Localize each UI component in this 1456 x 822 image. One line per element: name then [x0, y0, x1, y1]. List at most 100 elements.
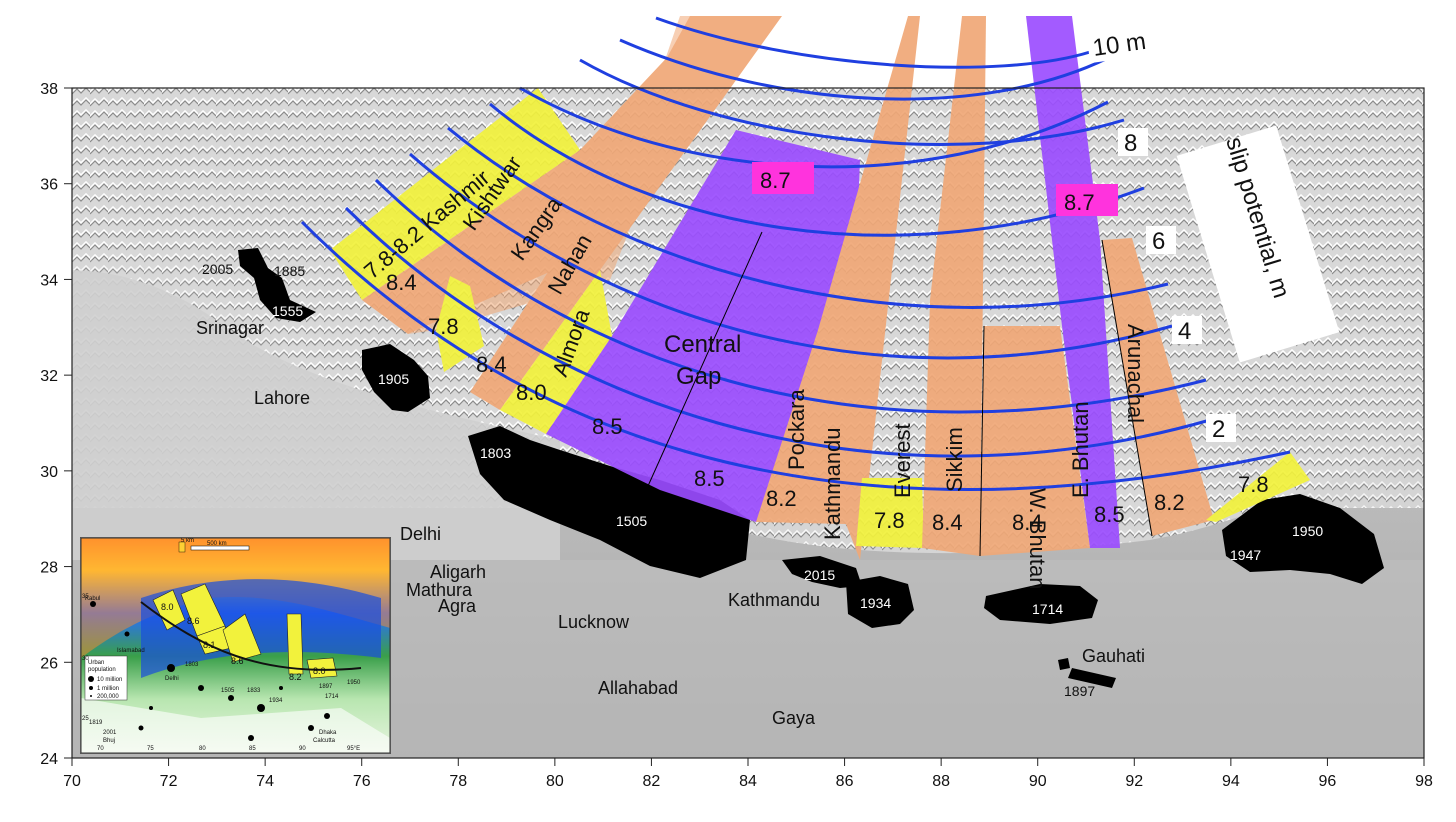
mag-80: 8.0 [516, 380, 547, 405]
svg-text:population: population [88, 667, 116, 673]
y-tick-label: 30 [40, 464, 58, 481]
city-aligarh: Aligarh [430, 562, 486, 582]
contour-label-8: 8 [1124, 130, 1137, 157]
label-everest: Everest [890, 423, 915, 498]
ruptures [238, 248, 1384, 688]
eq-1885: 1885 [274, 263, 305, 279]
city-gaya: Gaya [772, 708, 816, 728]
x-tick-label: 74 [256, 773, 274, 790]
inset-legend-10m: 10 million [97, 677, 122, 683]
svg-text:1934: 1934 [269, 698, 283, 704]
mag-87-central: 8.7 [760, 168, 791, 193]
inset-legend-200k: 200,000 [97, 694, 119, 700]
inset-scale-label: 500 km [207, 541, 227, 547]
inset-dates: 1803 1505 1833 1934 1897 1950 1714 1819 … [89, 662, 361, 736]
x-axis-ticks: 70 72 74 76 78 80 82 84 86 88 90 92 94 96 98 [63, 758, 1433, 790]
mag-85c: 8.5 [1094, 502, 1125, 527]
y-tick-label: 36 [40, 177, 58, 194]
label-arunachal: Arunachal [1123, 324, 1148, 423]
x-tick-label: 82 [643, 773, 661, 790]
city-lahore: Lahore [254, 388, 310, 408]
label-pockara: Pockara [784, 389, 809, 470]
inset-city-delhi: Delhi [165, 676, 179, 682]
mag-78b: 7.8 [874, 508, 905, 533]
label-w-bhutan: W. Bhutan [1025, 488, 1050, 590]
inset-city-dhaka: Dhaka [319, 730, 337, 736]
inset-scale: 500 km 5 km [178, 538, 250, 553]
mag-82b: 8.2 [1154, 490, 1185, 515]
y-tick-label: 32 [40, 368, 58, 385]
label-kathmandu-seg: Kathmandu [820, 427, 845, 540]
inset-legend-title: Urban [88, 660, 104, 666]
svg-text:35: 35 [82, 594, 89, 600]
mag-84c: 8.4 [932, 510, 963, 535]
mag-kashmir-84: 8.4 [386, 270, 417, 295]
svg-text:1897: 1897 [319, 684, 333, 690]
y-tick-label: 38 [40, 81, 58, 98]
x-tick-label: 86 [836, 773, 854, 790]
eq-1905: 1905 [378, 371, 409, 387]
svg-text:1803: 1803 [185, 662, 199, 668]
inset-y-ticks: 35 30 25 [82, 594, 89, 722]
mag-78a: 7.8 [428, 314, 459, 339]
x-tick-label: 70 [63, 773, 81, 790]
inset-mag-86b: 8.6 [231, 656, 244, 666]
inset-legend-1m: 1 million [97, 686, 119, 692]
inset-city-bhuj: Bhuj [103, 738, 115, 744]
x-tick-label: 90 [1029, 773, 1047, 790]
contour-label-2: 2 [1212, 416, 1225, 443]
svg-text:90: 90 [299, 746, 306, 752]
inset-city-islamabad: Islamabad [117, 648, 145, 654]
x-tick-label: 94 [1222, 773, 1240, 790]
eq-1555: 1555 [272, 303, 303, 319]
y-tick-label: 28 [40, 560, 58, 577]
earthquake-years: 2005 1885 1555 1905 1803 1505 2015 1934 … [202, 261, 1323, 699]
mag-78c: 7.8 [1238, 472, 1269, 497]
svg-text:80: 80 [199, 746, 206, 752]
axes: 70 72 74 76 78 80 82 84 86 88 90 92 94 96 98 383634323… [40, 81, 1433, 790]
inset-city-kabul: Kabul [85, 596, 100, 602]
svg-text:30: 30 [82, 656, 89, 662]
eq-1803: 1803 [480, 445, 511, 461]
mag-87-east: 8.7 [1064, 190, 1095, 215]
city-allahabad: Allahabad [598, 678, 678, 698]
x-tick-label: 78 [449, 773, 467, 790]
inset-city-calcutta: Calcutta [313, 738, 336, 744]
svg-text:1950: 1950 [347, 680, 361, 686]
svg-text:85: 85 [249, 746, 256, 752]
inset-mag-86a: 8.6 [187, 616, 200, 626]
x-tick-label: 84 [739, 773, 757, 790]
city-srinagar: Srinagar [196, 318, 264, 338]
division-lines [647, 231, 1153, 557]
cities: Srinagar Lahore Delhi Aligarh Mathura Ag… [196, 318, 1145, 728]
mag-85a: 8.5 [592, 414, 623, 439]
y-tick-label: 24 [40, 751, 58, 768]
x-tick-label: 96 [1319, 773, 1337, 790]
x-tick-label: 92 [1125, 773, 1143, 790]
label-central-gap-2: Gap [676, 363, 721, 390]
eq-1897: 1897 [1064, 683, 1095, 699]
inset-colorbar-label: 5 km [181, 538, 194, 544]
inset-legend: Urban population 10 million 1 million 20… [84, 655, 128, 701]
svg-text:1833: 1833 [247, 688, 261, 694]
svg-text:1714: 1714 [325, 694, 339, 700]
inset-map: 8.0 8.6 8.1 8.6 8.2 8.0 Kabul Islamabad … [80, 537, 391, 754]
mag-84b: 8.4 [476, 352, 507, 377]
y-axis-ticks: 38 36 34 32 30 28 26 24 [40, 81, 72, 768]
city-lucknow: Lucknow [558, 612, 630, 632]
inset-mag-81: 8.1 [203, 640, 216, 650]
city-delhi: Delhi [400, 524, 441, 544]
svg-text:75: 75 [147, 746, 154, 752]
label-e-bhutan: E. Bhutan [1068, 401, 1093, 498]
eq-1934: 1934 [860, 595, 891, 611]
inset-x-ticks: 70 75 80 85 90 95°E [97, 746, 360, 752]
inset-mag-82: 8.2 [289, 672, 302, 682]
contour-label-6: 6 [1152, 228, 1165, 255]
inset-cities [90, 601, 330, 741]
slip-labels: 10 m 8 6 4 2 slip potential, m [1086, 24, 1340, 443]
contour-label-4: 4 [1178, 318, 1191, 345]
city-gauhati: Gauhati [1082, 646, 1145, 666]
label-sikkim: Sikkim [942, 427, 967, 492]
city-agra: Agra [438, 596, 477, 616]
